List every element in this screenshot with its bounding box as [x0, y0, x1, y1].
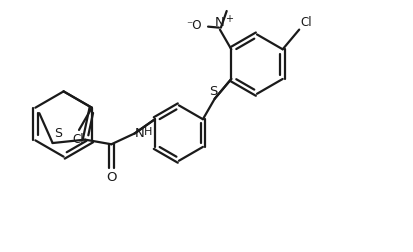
Text: S: S [209, 85, 217, 98]
Text: ⁻O: ⁻O [186, 19, 202, 32]
Text: N: N [214, 16, 224, 29]
Text: +: + [224, 14, 232, 24]
Text: H: H [143, 128, 152, 137]
Text: N: N [134, 127, 144, 140]
Text: Cl: Cl [72, 133, 83, 146]
Text: O: O [106, 171, 116, 184]
Text: S: S [55, 127, 62, 140]
Text: Cl: Cl [299, 16, 311, 29]
